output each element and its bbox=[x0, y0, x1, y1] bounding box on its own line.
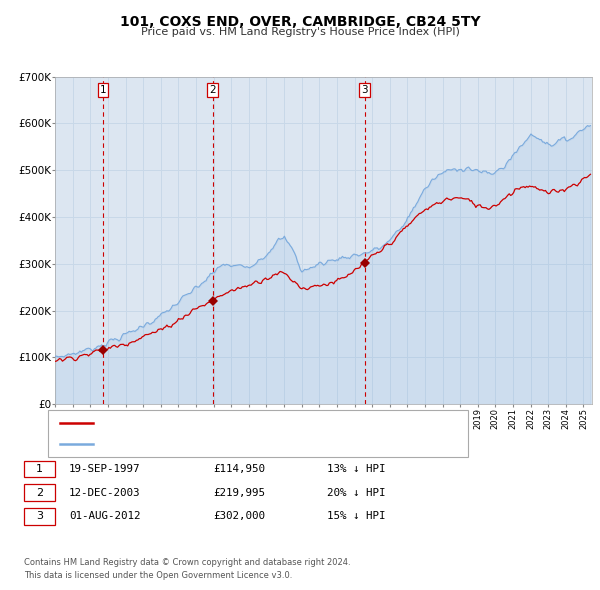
Text: This data is licensed under the Open Government Licence v3.0.: This data is licensed under the Open Gov… bbox=[24, 571, 292, 580]
Text: £302,000: £302,000 bbox=[213, 512, 265, 521]
Text: 101, COXS END, OVER, CAMBRIDGE, CB24 5TY (detached house): 101, COXS END, OVER, CAMBRIDGE, CB24 5TY… bbox=[99, 418, 422, 428]
Text: 15% ↓ HPI: 15% ↓ HPI bbox=[327, 512, 386, 521]
Text: 101, COXS END, OVER, CAMBRIDGE, CB24 5TY: 101, COXS END, OVER, CAMBRIDGE, CB24 5TY bbox=[119, 15, 481, 29]
Text: 3: 3 bbox=[361, 85, 368, 95]
Text: 2: 2 bbox=[209, 85, 216, 95]
Text: 20% ↓ HPI: 20% ↓ HPI bbox=[327, 488, 386, 497]
Text: £219,995: £219,995 bbox=[213, 488, 265, 497]
Text: 3: 3 bbox=[36, 512, 43, 521]
Text: 19-SEP-1997: 19-SEP-1997 bbox=[69, 464, 140, 474]
Text: HPI: Average price, detached house, South Cambridgeshire: HPI: Average price, detached house, Sout… bbox=[99, 439, 395, 449]
Text: Price paid vs. HM Land Registry's House Price Index (HPI): Price paid vs. HM Land Registry's House … bbox=[140, 27, 460, 37]
Text: 1: 1 bbox=[100, 85, 106, 95]
Text: 13% ↓ HPI: 13% ↓ HPI bbox=[327, 464, 386, 474]
Text: 2: 2 bbox=[36, 488, 43, 497]
Text: 12-DEC-2003: 12-DEC-2003 bbox=[69, 488, 140, 497]
Text: 01-AUG-2012: 01-AUG-2012 bbox=[69, 512, 140, 521]
Text: 1: 1 bbox=[36, 464, 43, 474]
Text: Contains HM Land Registry data © Crown copyright and database right 2024.: Contains HM Land Registry data © Crown c… bbox=[24, 558, 350, 566]
Text: £114,950: £114,950 bbox=[213, 464, 265, 474]
